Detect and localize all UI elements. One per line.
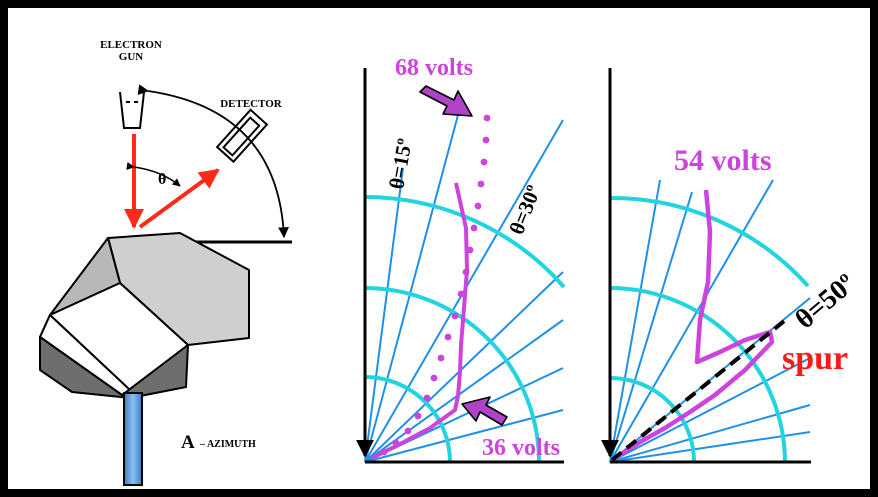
theta-symbol: θ	[158, 171, 166, 188]
azimuth-arc	[137, 84, 289, 239]
reflected-beam	[138, 168, 220, 229]
pointer-arrow-36	[461, 396, 508, 426]
polar-plot-middle: 68 volts 36 volts θ=15º θ=30º	[356, 55, 566, 464]
azimuth-letter: A	[181, 432, 195, 453]
electron-gun-label-line1: ELECTRON	[100, 39, 162, 51]
detector-label: DETECTOR	[220, 98, 283, 110]
label-36-volts: 36 volts	[482, 435, 560, 461]
radius-rings-middle	[364, 195, 566, 463]
radius-rings-right	[609, 195, 810, 463]
experiment-schematic: ELECTRON GUN DETECTOR θ	[39, 39, 292, 486]
curve-54-volts	[613, 189, 775, 460]
label-spur: spur	[782, 340, 848, 377]
sample-rod	[123, 392, 143, 486]
polar-plot-right: 54 volts θ=50º spur	[601, 68, 861, 464]
crystal	[39, 232, 250, 399]
theta-angle-arc	[126, 162, 181, 187]
pointer-arrow-68	[419, 85, 473, 117]
label-68-volts: 68 volts	[395, 55, 473, 81]
curve-36-volts	[371, 182, 469, 460]
electron-gun	[119, 91, 145, 129]
azimuth-label: – AZIMUTH	[199, 439, 256, 450]
label-theta-15: θ=15º	[384, 137, 416, 191]
radial-lines-middle	[364, 114, 564, 463]
label-54-volts: 54 volts	[674, 144, 772, 177]
electron-gun-label-line2: GUN	[119, 51, 144, 63]
curve-68-volts	[380, 114, 491, 456]
